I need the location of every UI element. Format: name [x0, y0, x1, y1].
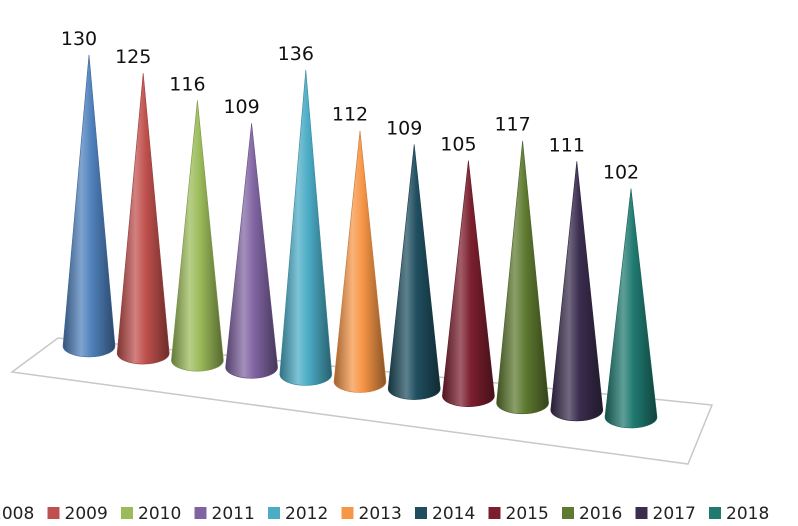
legend-item-2016: 2016: [562, 504, 622, 524]
data-label-2018: 102: [603, 162, 639, 184]
legend-label-2015: 2015: [506, 504, 549, 524]
chart-floor: [10, 337, 714, 465]
data-label-2015: 105: [440, 134, 476, 156]
data-labels-layer: 130 125 116 109 136 112 109 105 117 111 102: [61, 28, 639, 184]
data-label-2014: 109: [386, 117, 422, 139]
cone-2018: [604, 188, 658, 429]
cone-2009: [116, 73, 170, 365]
data-label-2016: 117: [494, 114, 530, 136]
cone-2010: [171, 100, 224, 372]
legend-item-2017: 2017: [635, 504, 696, 524]
legend-swatch-2018: [709, 507, 721, 519]
legend-swatch-2012: [268, 507, 280, 519]
legend-label-2017: 2017: [653, 504, 696, 524]
legend-item-2010: 2010: [121, 504, 181, 524]
data-label-2009: 125: [115, 46, 151, 68]
legend-item-2015: 2015: [488, 504, 549, 524]
cone-2011: [225, 123, 278, 379]
cone-2013: [333, 130, 387, 393]
legend-label-2016: 2016: [579, 504, 622, 524]
legend-swatch-2013: [341, 507, 354, 519]
cone-2016: [496, 140, 549, 415]
legend-swatch-2009: [47, 507, 60, 519]
cone-2008: [62, 54, 116, 358]
cone-2015: [442, 160, 495, 407]
legend-label-2011: 2011: [212, 504, 255, 524]
legend-swatch-2010: [121, 507, 133, 519]
legend-swatch-2016: [562, 507, 574, 519]
legend-label-2018: 2018: [726, 504, 769, 524]
data-label-2013: 112: [332, 104, 368, 126]
cones-layer: [62, 54, 658, 429]
data-label-2008: 130: [61, 28, 97, 50]
legend-label-2009: 2009: [65, 504, 108, 524]
legend-item-2014: 2014: [415, 504, 475, 524]
legend-label-2012: 2012: [285, 504, 328, 524]
legend-item-2009: 2009: [47, 504, 108, 524]
legend-swatch-2017: [635, 507, 648, 519]
cone-2012: [279, 69, 333, 386]
data-label-2012: 136: [278, 43, 314, 65]
legend-item-2013: 2013: [341, 504, 402, 524]
cone-2017: [550, 161, 604, 422]
legend-label-2013: 2013: [359, 504, 402, 524]
legend-label-2010: 2010: [138, 504, 181, 524]
data-label-2017: 111: [549, 134, 585, 156]
legend-swatch-2014: [415, 507, 427, 519]
legend-item-2012: 2012: [268, 504, 328, 524]
legend-swatch-2015: [488, 507, 501, 519]
legend-swatch-2011: [194, 507, 207, 519]
data-label-2010: 116: [169, 73, 205, 95]
legend-item-2018: 2018: [709, 504, 769, 524]
cone-2014: [387, 144, 441, 400]
legend-label-2014: 2014: [432, 504, 475, 524]
data-label-2011: 109: [223, 96, 259, 118]
legend-item-2011: 2011: [194, 504, 255, 524]
